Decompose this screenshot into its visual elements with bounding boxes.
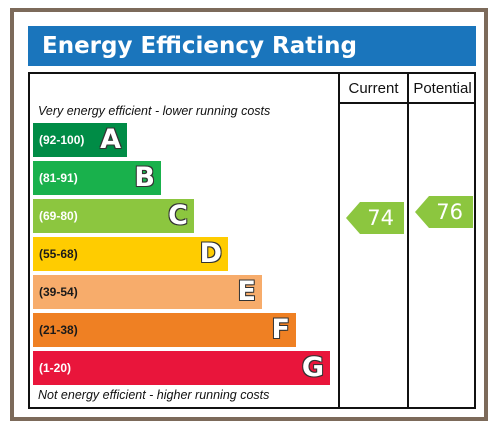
column-divider xyxy=(338,74,340,407)
band-range: (1-20) xyxy=(39,361,72,375)
band-c: (69-80) C xyxy=(33,199,194,233)
efficient-note: Very energy efficient - lower running co… xyxy=(38,104,271,118)
band-letter: F xyxy=(271,314,290,345)
band-letter: D xyxy=(199,238,222,269)
band-range: (55-68) xyxy=(39,247,78,261)
band-range: (92-100) xyxy=(39,133,85,147)
band-range: (69-80) xyxy=(39,209,78,223)
inefficient-note: Not energy efficient - higher running co… xyxy=(38,388,270,402)
band-letter: C xyxy=(168,200,188,231)
current-column-header: Current xyxy=(348,80,399,97)
header-divider xyxy=(338,102,474,104)
band-range: (21-38) xyxy=(39,323,78,337)
band-range: (39-54) xyxy=(39,285,78,299)
band-letter: A xyxy=(100,124,121,155)
band-letter: E xyxy=(237,276,256,307)
band-letter: B xyxy=(134,162,155,193)
band-g: (1-20) G xyxy=(33,351,330,385)
band-f: (21-38) F xyxy=(33,313,296,347)
band-e: (39-54) E xyxy=(33,275,262,309)
rating-title: Energy Efficiency Rating xyxy=(28,26,476,66)
band-letter: G xyxy=(301,352,324,383)
potential-column-header: Potential xyxy=(413,80,472,97)
column-divider xyxy=(407,74,409,407)
band-range: (81-91) xyxy=(39,171,78,185)
rating-table: Current Potential Very energy efficient … xyxy=(28,72,476,409)
band-a: (92-100) A xyxy=(33,123,127,157)
band-d: (55-68) D xyxy=(33,237,228,271)
potential-rating-arrow: 76 xyxy=(415,196,473,228)
band-b: (81-91) B xyxy=(33,161,161,195)
current-rating-arrow: 74 xyxy=(346,202,404,234)
